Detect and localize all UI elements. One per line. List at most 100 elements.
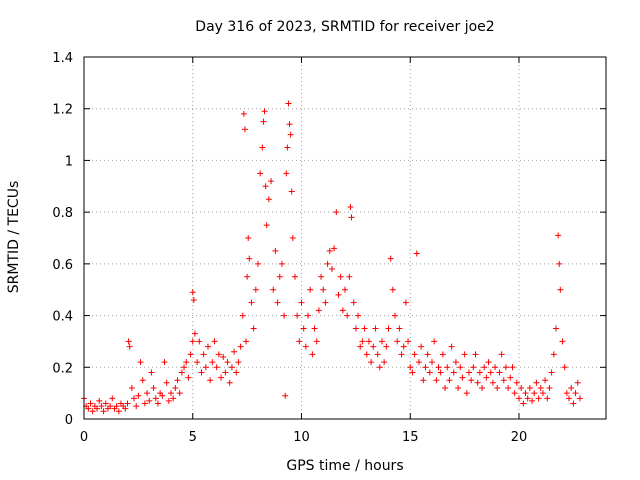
data-point [287,131,294,138]
data-point [318,273,325,280]
data-point [284,144,291,151]
data-point [98,403,105,410]
data-point [202,364,209,371]
data-point [109,395,116,402]
data-point [442,384,449,391]
data-point [450,369,457,376]
data-point [181,364,188,371]
data-point [529,397,536,404]
data-point [568,384,575,391]
data-point [215,351,222,358]
data-point [479,384,486,391]
data-points [81,100,583,415]
data-point [546,384,553,391]
data-point [189,289,196,296]
data-point [241,126,248,133]
data-point [185,374,192,381]
x-tick-label: 10 [293,430,310,445]
data-point [126,343,133,350]
data-point [572,390,579,397]
data-point [281,312,288,319]
data-point [363,351,370,358]
data-point [100,408,107,415]
data-point [311,325,318,332]
data-point [331,245,338,252]
data-point [378,338,385,345]
data-point [487,369,494,376]
data-point [131,395,138,402]
data-point [476,369,483,376]
data-point [191,330,198,337]
data-point [472,351,479,358]
data-point [576,395,583,402]
data-point [402,299,409,306]
data-point [174,377,181,384]
y-axis-label: SRMTID / TECUs [6,181,22,294]
data-point [328,266,335,273]
data-point [398,351,405,358]
data-point [465,369,472,376]
data-point [457,364,464,371]
data-point [235,359,242,366]
data-point [555,232,562,239]
data-point [531,390,538,397]
data-point [298,299,305,306]
data-point [559,338,566,345]
data-point [502,364,509,371]
data-point [381,359,388,366]
data-point [429,359,435,366]
data-point [446,377,453,384]
y-tick-label: 1 [65,154,73,169]
data-point [245,235,252,241]
data-point [137,359,144,366]
data-point [507,374,514,381]
data-point [357,343,364,350]
data-point [296,338,303,345]
data-point [452,359,459,366]
data-point [322,299,329,306]
data-point [283,170,290,177]
data-point [218,374,225,381]
data-point [265,196,272,203]
data-point [113,403,120,410]
data-point [144,390,151,397]
data-point [257,170,264,177]
data-point [150,384,157,391]
data-point [226,379,233,386]
data-point [370,343,377,350]
data-point [94,405,101,412]
data-point [102,400,109,407]
data-point [282,392,289,399]
data-point [405,338,412,345]
data-point [557,286,564,293]
data-point [500,377,507,384]
data-point [220,353,227,360]
data-point [240,110,247,117]
data-point [260,118,267,125]
data-point [228,364,235,371]
data-point [211,338,218,345]
data-point [413,250,420,257]
data-point [187,351,194,358]
data-point [183,359,190,366]
data-point [483,374,490,381]
data-point [276,273,283,280]
grid-lines [84,57,606,419]
data-point [148,369,155,376]
x-tick-label: 15 [402,430,419,445]
data-point [278,260,285,267]
data-point [539,390,546,397]
data-point [422,364,429,371]
data-point [248,299,255,306]
data-point [537,384,544,391]
data-point [339,307,346,314]
data-point [535,395,542,402]
data-point [461,351,468,358]
data-point [570,400,577,407]
data-point [342,286,348,293]
data-point [255,260,261,267]
data-point [516,395,522,402]
data-point [285,100,292,107]
data-point [350,299,357,306]
